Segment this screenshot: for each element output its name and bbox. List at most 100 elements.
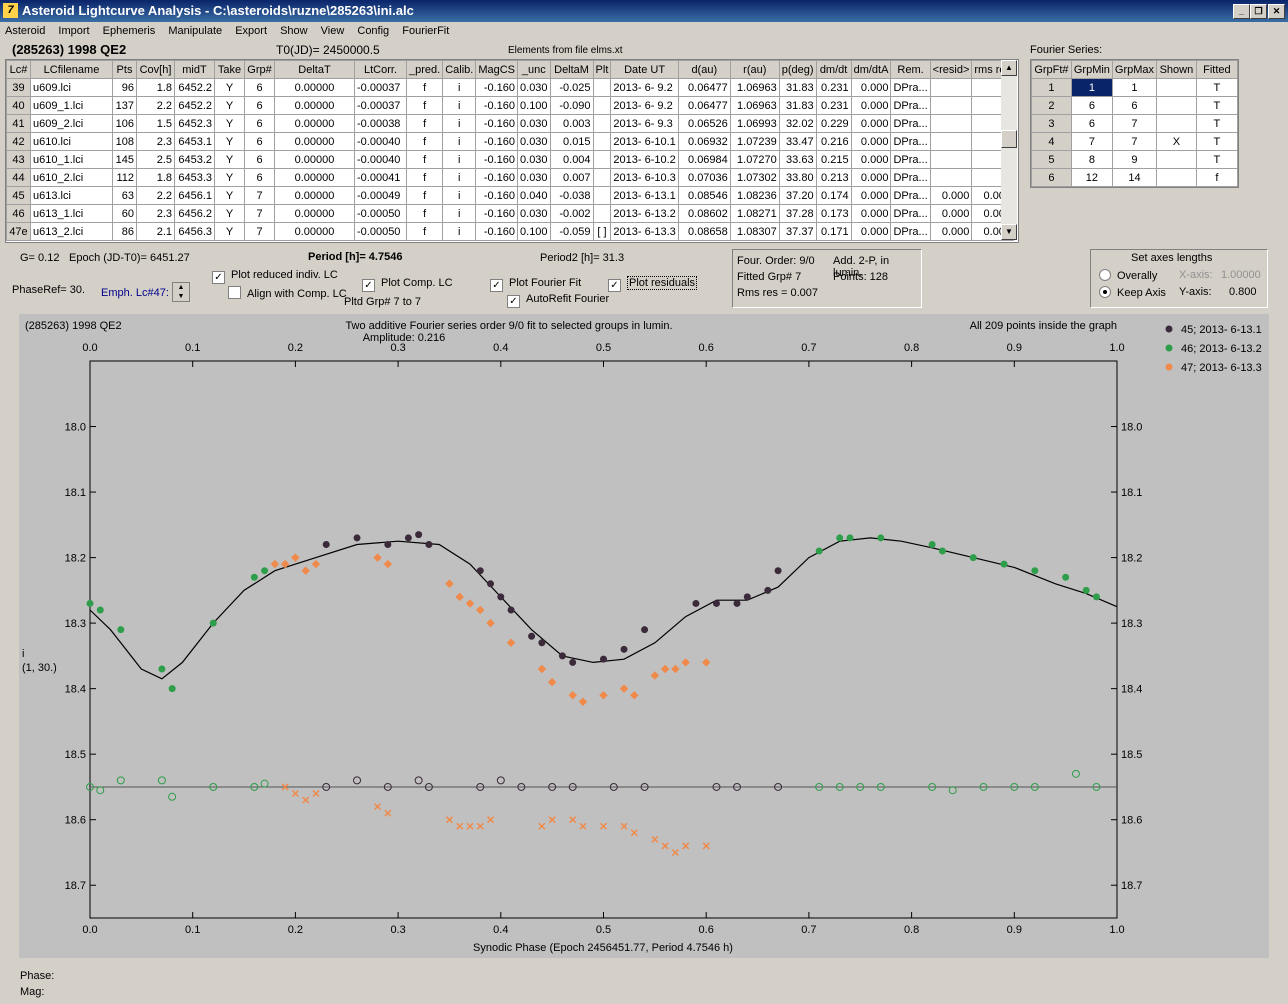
restore-button[interactable]: ❐ [1250, 4, 1267, 19]
fourier-cell[interactable]: 6 [1070, 96, 1113, 115]
grid-cell[interactable]: 2.5 [136, 150, 175, 169]
grid-row[interactable]: 46 u613_1.lci 60 2.3 6456.2 Y 7 0.00000 -0.00050… [6, 204, 1015, 223]
grid-cell[interactable]: 6 [244, 168, 275, 187]
grid-header-10[interactable]: Calib. [442, 60, 477, 79]
grid-cell[interactable]: 60 [112, 204, 137, 223]
overally-radio[interactable]: Overally [1099, 269, 1157, 282]
grid-cell[interactable]: -0.00049 [354, 186, 407, 205]
grid-cell[interactable]: 2013- 6- 9.2 [610, 78, 679, 97]
grid-cell[interactable]: u609_2.lci [30, 114, 113, 133]
fourier-cell[interactable]: X [1156, 132, 1197, 151]
grid-header-8[interactable]: LtCorr. [354, 60, 407, 79]
fourier-cell[interactable]: 7 [1070, 132, 1113, 151]
grid-cell[interactable]: 0.100 [517, 222, 551, 241]
menu-view[interactable]: View [320, 25, 345, 37]
grid-cell[interactable]: 0.000 [850, 96, 892, 115]
grid-cell[interactable]: -0.160 [475, 96, 519, 115]
grid-cell[interactable]: -0.00037 [354, 96, 407, 115]
grid-row[interactable]: 41 u609_2.lci 106 1.5 6452.3 Y 6 0.00000 -0.0003… [6, 114, 1015, 133]
grid-header-7[interactable]: DeltaT [274, 60, 355, 79]
grid-row[interactable]: 40 u609_1.lci 137 2.2 6452.2 Y 6 0.00000 -0.0003… [6, 96, 1015, 115]
grid-cell[interactable]: -0.160 [475, 114, 519, 133]
grid-cell[interactable]: 0.030 [517, 168, 551, 187]
grid-header-22[interactable]: <resid> [929, 60, 973, 79]
grid-cell[interactable]: -0.160 [475, 222, 519, 241]
grid-cell[interactable]: 6456.2 [174, 204, 215, 223]
grid-cell[interactable]: 2013- 6- 9.2 [610, 96, 679, 115]
align-checkbox[interactable]: Align with Comp. LC [228, 286, 347, 300]
grid-cell[interactable]: 108 [112, 132, 137, 151]
grid-cell[interactable]: 0.08602 [677, 204, 731, 223]
menu-export[interactable]: Export [235, 25, 267, 37]
grid-cell[interactable]: 6 [244, 132, 275, 151]
grid-cell[interactable]: u613.lci [30, 186, 113, 205]
grid-cell[interactable]: 33.80 [778, 168, 817, 187]
fourier-cell[interactable]: 5 [1031, 150, 1072, 169]
grid-cell[interactable]: 0.030 [517, 204, 551, 223]
grid-cell[interactable]: Y [214, 168, 245, 187]
plot-reduced-checkbox[interactable]: ✓ Plot reduced indiv. LC [212, 269, 338, 284]
grid-cell[interactable]: -0.00050 [354, 222, 407, 241]
grid-cell[interactable]: i [442, 132, 477, 151]
grid-cell[interactable]: -0.090 [549, 96, 594, 115]
grid-cell[interactable]: 6 [244, 78, 275, 97]
grid-cell[interactable]: 31.83 [778, 78, 817, 97]
grid-cell[interactable]: 0.00000 [274, 222, 355, 241]
grid-cell[interactable]: 0.030 [517, 78, 551, 97]
fourier-cell[interactable]: 1 [1031, 78, 1072, 97]
grid-cell[interactable] [592, 78, 612, 97]
grid-header-14[interactable]: Plt [592, 60, 612, 79]
fourier-cell[interactable]: 6 [1111, 96, 1158, 115]
grid-cell[interactable]: 6 [244, 114, 275, 133]
grid-cell[interactable]: 0.015 [549, 132, 594, 151]
menu-fourierfit[interactable]: FourierFit [402, 25, 450, 37]
grid-cell[interactable]: i [442, 150, 477, 169]
grid-header-20[interactable]: dm/dtA [850, 60, 892, 79]
grid-cell[interactable]: i [442, 204, 477, 223]
fourier-cell[interactable] [1156, 150, 1197, 169]
grid-cell[interactable] [592, 114, 612, 133]
grid-cell[interactable]: i [442, 114, 477, 133]
grid-scrollbar[interactable]: ▲ ▼ [1001, 60, 1017, 240]
grid-cell[interactable]: f [405, 132, 444, 151]
grid-cell[interactable]: 42 [6, 132, 31, 151]
grid-cell[interactable]: 0.000 [850, 186, 892, 205]
grid-cell[interactable]: DPra... [890, 132, 931, 151]
grid-cell[interactable]: 86 [112, 222, 137, 241]
grid-cell[interactable]: f [405, 204, 444, 223]
grid-cell[interactable]: 0.07036 [677, 168, 731, 187]
grid-cell[interactable]: 2.2 [136, 186, 175, 205]
grid-cell[interactable]: -0.00040 [354, 132, 407, 151]
grid-row[interactable]: 39 u609.lci 96 1.8 6452.2 Y 6 0.00000 -0.00037 f i… [6, 78, 1015, 97]
grid-cell[interactable]: 0.06984 [677, 150, 731, 169]
grid-cell[interactable] [929, 150, 973, 169]
grid-row[interactable]: 45 u613.lci 63 2.2 6456.1 Y 7 0.00000 -0.00049 f i… [6, 186, 1015, 205]
grid-cell[interactable]: i [442, 78, 477, 97]
grid-cell[interactable]: -0.00041 [354, 168, 407, 187]
grid-cell[interactable]: -0.038 [549, 186, 594, 205]
grid-cell[interactable]: 0.003 [549, 114, 594, 133]
grid-cell[interactable]: 0.100 [517, 96, 551, 115]
grid-cell[interactable]: 7 [244, 186, 275, 205]
grid-cell[interactable]: -0.160 [475, 132, 519, 151]
grid-cell[interactable]: Y [214, 78, 245, 97]
grid-cell[interactable]: -0.160 [475, 150, 519, 169]
grid-cell[interactable]: DPra... [890, 186, 931, 205]
grid-cell[interactable] [929, 78, 973, 97]
grid-cell[interactable]: 6452.3 [174, 114, 215, 133]
app-icon[interactable]: 7 [3, 3, 18, 18]
grid-cell[interactable]: 2.2 [136, 96, 175, 115]
menu-manipulate[interactable]: Manipulate [168, 25, 223, 37]
scroll-thumb[interactable] [1001, 130, 1017, 148]
fourier-cell[interactable]: 6 [1070, 114, 1113, 133]
grid-cell[interactable] [929, 132, 973, 151]
grid-header-5[interactable]: Take [214, 60, 245, 79]
fourier-cell[interactable] [1156, 168, 1197, 187]
grid-cell[interactable]: 145 [112, 150, 137, 169]
grid-cell[interactable]: f [405, 168, 444, 187]
grid-cell[interactable]: 2013- 6-10.3 [610, 168, 679, 187]
grid-cell[interactable]: -0.160 [475, 204, 519, 223]
grid-cell[interactable]: Y [214, 150, 245, 169]
grid-cell[interactable]: -0.059 [549, 222, 594, 241]
